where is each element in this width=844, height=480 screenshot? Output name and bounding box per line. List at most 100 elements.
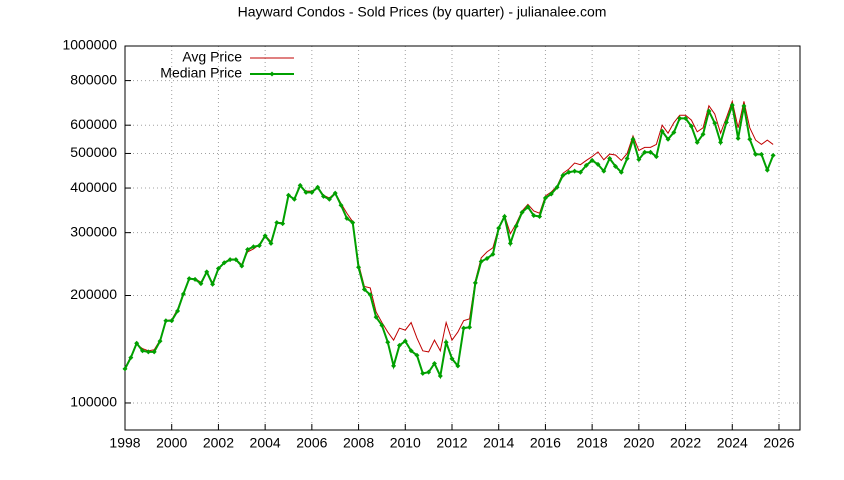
x-tick-label: 2002 — [203, 435, 234, 451]
point — [373, 314, 379, 320]
x-tick-label: 2000 — [156, 435, 187, 451]
point — [250, 244, 256, 250]
point — [706, 108, 712, 114]
point — [233, 257, 239, 263]
legend-label: Avg Price — [182, 49, 242, 65]
point — [770, 152, 776, 158]
point — [741, 103, 747, 109]
point — [350, 220, 356, 226]
point — [490, 251, 496, 257]
plot-frame — [124, 45, 801, 431]
point — [683, 115, 689, 121]
point — [326, 196, 332, 202]
point — [653, 154, 659, 160]
x-tick-label: 2022 — [670, 435, 701, 451]
point — [402, 338, 408, 344]
point — [572, 168, 578, 174]
point — [677, 115, 683, 121]
point — [186, 276, 192, 282]
point — [472, 280, 478, 286]
point — [426, 369, 432, 375]
y-tick-label: 1000000 — [62, 37, 117, 53]
point — [204, 269, 210, 275]
x-tick-label: 2018 — [577, 435, 608, 451]
point — [624, 156, 630, 162]
point — [180, 291, 186, 297]
y-tick-label: 200000 — [70, 286, 117, 302]
point — [589, 157, 595, 163]
x-tick-label: 2006 — [296, 435, 327, 451]
point — [735, 135, 741, 141]
point — [391, 363, 397, 369]
point — [496, 225, 502, 231]
point — [630, 136, 636, 142]
point — [315, 184, 321, 190]
point — [688, 123, 694, 129]
point — [449, 356, 455, 362]
point — [478, 259, 484, 265]
point — [648, 149, 654, 155]
point — [502, 213, 508, 219]
point — [723, 119, 729, 125]
y-tick-label: 600000 — [70, 116, 117, 132]
point — [321, 193, 327, 199]
point — [280, 221, 286, 227]
point — [764, 167, 770, 173]
point — [467, 324, 473, 330]
point — [332, 190, 338, 196]
point — [361, 286, 367, 292]
point — [607, 156, 613, 162]
y-tick-label: 400000 — [70, 179, 117, 195]
y-tick-label: 100000 — [70, 394, 117, 410]
point — [175, 308, 181, 314]
point — [245, 247, 251, 253]
point — [636, 156, 642, 162]
series-line — [124, 99, 774, 369]
point — [239, 263, 245, 269]
point — [455, 363, 461, 369]
x-tick-label: 2014 — [483, 435, 514, 451]
x-tick-label: 2026 — [763, 435, 794, 451]
x-tick-label: 2024 — [717, 435, 748, 451]
point — [344, 215, 350, 221]
point — [443, 339, 449, 345]
point — [700, 131, 706, 137]
point — [303, 189, 309, 195]
point — [665, 136, 671, 142]
point — [215, 266, 221, 272]
point — [507, 240, 513, 246]
point — [262, 233, 268, 239]
point — [198, 281, 204, 287]
point — [122, 366, 128, 372]
point — [694, 139, 700, 145]
point — [128, 355, 134, 361]
chart-title: Hayward Condos - Sold Prices (by quarter… — [238, 4, 607, 20]
point — [595, 161, 601, 167]
point — [431, 360, 437, 366]
point — [285, 192, 291, 198]
point — [140, 348, 146, 354]
x-tick-label: 1998 — [109, 435, 140, 451]
point — [513, 223, 519, 229]
point — [461, 325, 467, 331]
point — [747, 136, 753, 142]
y-tick-label: 300000 — [70, 223, 117, 239]
point — [221, 260, 227, 266]
series-line — [124, 104, 775, 380]
point — [309, 189, 315, 195]
point — [256, 243, 262, 249]
point — [408, 348, 414, 354]
x-tick-label: 2004 — [250, 435, 281, 451]
point — [659, 128, 665, 134]
point — [753, 151, 759, 157]
point — [420, 370, 426, 376]
point — [566, 169, 572, 175]
point — [548, 191, 554, 197]
x-tick-label: 2012 — [436, 435, 467, 451]
point — [531, 213, 537, 219]
point — [729, 102, 735, 108]
point — [134, 340, 140, 346]
legend-point — [269, 71, 275, 77]
point — [385, 339, 391, 345]
